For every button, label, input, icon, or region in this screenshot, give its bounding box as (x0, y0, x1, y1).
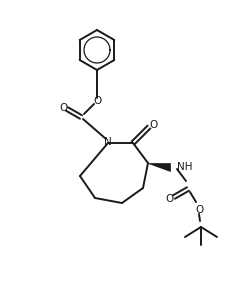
Polygon shape (148, 163, 170, 171)
Text: O: O (59, 103, 67, 113)
Text: O: O (149, 120, 157, 130)
Text: O: O (166, 194, 174, 204)
Text: NH: NH (177, 162, 193, 172)
Text: N: N (104, 137, 112, 147)
Text: O: O (93, 96, 101, 106)
Text: O: O (195, 205, 203, 215)
